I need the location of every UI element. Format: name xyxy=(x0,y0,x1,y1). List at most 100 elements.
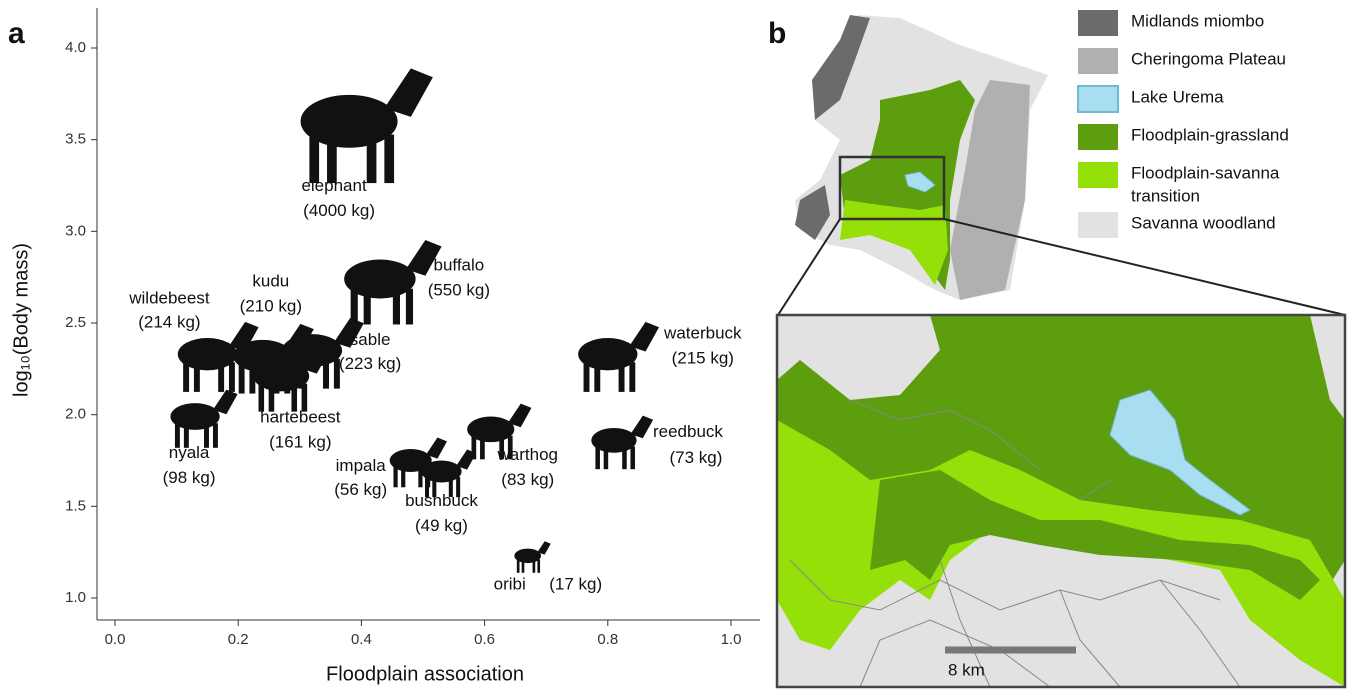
leg xyxy=(456,476,461,498)
leg xyxy=(392,288,401,325)
mass-label: (215 kg) xyxy=(672,349,734,368)
mass-label: (73 kg) xyxy=(669,448,722,467)
leg xyxy=(291,383,298,412)
leg xyxy=(183,423,189,448)
leg xyxy=(249,364,256,394)
mass-label: (210 kg) xyxy=(240,296,302,315)
animal-name: waterbuck xyxy=(663,324,742,343)
leg xyxy=(424,476,430,498)
y-tick-label: 1.5 xyxy=(65,497,86,514)
legend-swatch xyxy=(1078,212,1118,238)
leg xyxy=(595,446,600,470)
legend-swatch xyxy=(1077,85,1119,113)
animal-name: buffalo xyxy=(434,255,485,274)
body xyxy=(591,427,637,453)
head xyxy=(629,321,660,352)
leg xyxy=(603,446,609,470)
panel-label: a xyxy=(8,17,25,50)
leg xyxy=(618,362,625,392)
animal-name: wildebeest xyxy=(128,289,210,308)
legend-swatch xyxy=(1078,162,1118,188)
x-tick-label: 1.0 xyxy=(721,631,742,648)
y-tick-label: 3.0 xyxy=(65,222,86,239)
legend-label: Floodplain-grassland xyxy=(1131,125,1289,144)
leg xyxy=(258,383,265,412)
leg xyxy=(507,435,513,460)
leg xyxy=(363,288,371,325)
animal-name: oribi xyxy=(494,574,526,593)
mass-label: (4000 kg) xyxy=(303,201,375,220)
leg xyxy=(174,423,180,448)
legend-swatch xyxy=(1078,124,1118,150)
head xyxy=(507,403,532,428)
mass-label: (56 kg) xyxy=(334,480,387,499)
x-tick-label: 0.2 xyxy=(228,631,249,648)
scale-label: 8 km xyxy=(948,660,985,679)
inset-map: 8 km xyxy=(775,313,1347,689)
body xyxy=(253,360,310,392)
y-tick-label: 2.5 xyxy=(65,314,86,331)
leg xyxy=(432,476,437,498)
leg xyxy=(228,362,235,392)
legend-label: Savanna woodland xyxy=(1131,213,1276,232)
legend-label: Lake Urema xyxy=(1131,87,1224,106)
legend-label: transition xyxy=(1131,186,1200,205)
animal-name: elephant xyxy=(301,176,367,195)
head xyxy=(212,389,238,415)
animal-name: reedbuck xyxy=(653,422,723,441)
panel-label: b xyxy=(768,17,786,50)
animal-name: hartebeest xyxy=(260,408,341,427)
leg xyxy=(583,362,590,392)
body xyxy=(467,416,515,443)
mass-label: (17 kg) xyxy=(549,574,602,593)
animal-name: sable xyxy=(350,330,391,349)
animal-name: nyala xyxy=(169,443,210,462)
leg xyxy=(405,288,414,325)
mass-label: (83 kg) xyxy=(501,470,554,489)
head xyxy=(228,321,259,352)
leg xyxy=(238,364,245,394)
legend-swatch xyxy=(1078,10,1118,36)
mass-label: (49 kg) xyxy=(415,516,468,535)
head xyxy=(333,317,364,348)
animal-name: kudu xyxy=(252,271,289,290)
leg xyxy=(384,134,395,184)
animal-marker xyxy=(467,403,532,460)
leg xyxy=(594,362,601,392)
leg xyxy=(218,362,225,392)
leg xyxy=(366,134,377,184)
animal-name: warthog xyxy=(497,445,558,464)
leg xyxy=(193,362,200,392)
leg xyxy=(204,423,209,448)
leg xyxy=(471,435,477,460)
leg xyxy=(532,559,536,573)
leg xyxy=(323,358,329,389)
x-tick-label: 0.8 xyxy=(597,631,618,648)
x-tick-label: 0.4 xyxy=(351,631,372,648)
leg xyxy=(309,134,320,184)
leg xyxy=(268,383,275,412)
legend-label: Midlands miombo xyxy=(1131,11,1264,30)
body xyxy=(282,334,343,367)
animal-marker xyxy=(300,68,433,184)
mass-label: (223 kg) xyxy=(339,354,401,373)
x-axis-title: Floodplain association xyxy=(326,663,524,685)
animal-marker xyxy=(578,321,660,392)
animal-marker xyxy=(177,321,259,392)
legend-label: Floodplain-savanna xyxy=(1131,163,1280,182)
mass-label: (214 kg) xyxy=(138,313,200,332)
leg xyxy=(350,288,358,325)
animal-marker xyxy=(253,345,330,412)
y-axis-title: log₁₀(Body mass) xyxy=(10,243,32,397)
x-tick-label: 0.6 xyxy=(474,631,495,648)
leg xyxy=(622,446,627,470)
leg xyxy=(630,446,635,470)
leg xyxy=(327,134,337,184)
leg xyxy=(183,362,190,392)
y-tick-label: 4.0 xyxy=(65,39,86,56)
body xyxy=(344,259,416,299)
leg xyxy=(537,559,541,573)
head xyxy=(301,345,330,374)
